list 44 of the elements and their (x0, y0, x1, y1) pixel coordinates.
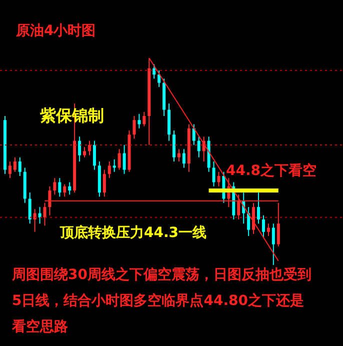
candlestick (18, 156, 22, 176)
candlestick (122, 144, 126, 174)
candlestick (38, 206, 42, 224)
candlestick (58, 178, 62, 198)
candlestick (276, 202, 280, 247)
candlestick (192, 124, 196, 146)
candlestick (78, 136, 82, 162)
candlestick (237, 194, 240, 220)
chart-title: 原油4小时图 (16, 22, 96, 40)
candlestick (257, 190, 260, 224)
candlestick (13, 156, 16, 172)
candlestick (182, 148, 186, 168)
candlestick (212, 161, 216, 187)
candlestick (102, 169, 106, 198)
candlestick (132, 115, 136, 140)
candlestick (197, 136, 200, 158)
candlestick (172, 130, 176, 162)
candlestick (138, 113, 141, 129)
candlestick (108, 161, 111, 179)
candlestick (28, 192, 32, 224)
candlestick (272, 223, 275, 265)
annotation: 44.8之下看空 (226, 162, 318, 181)
candlestick (83, 146, 86, 158)
candlestick (88, 140, 91, 156)
candlestick (8, 161, 12, 179)
candlestick (152, 64, 156, 80)
candlestick (177, 148, 180, 162)
candlestick (43, 202, 46, 226)
text: 周图围绕30周线之下偏空震荡，日图反抽也受到5日线，结合小时图多空临界点44.80之下还是看空思路 (12, 266, 312, 337)
candlestick (252, 202, 256, 234)
candlestick (48, 186, 52, 216)
annotation: 顶底转换压力44.3一线 (60, 224, 208, 243)
candlestick (53, 178, 56, 196)
candlestick (142, 111, 146, 127)
candlestick (217, 171, 220, 187)
candlestick (266, 223, 270, 237)
candlestick (158, 70, 161, 88)
candlestick (68, 182, 72, 196)
candlestick (118, 148, 121, 170)
candlestick (112, 158, 116, 172)
candlestick (262, 214, 265, 239)
candlestick (63, 184, 66, 198)
candlestick (247, 206, 250, 237)
candlestick (92, 140, 96, 170)
